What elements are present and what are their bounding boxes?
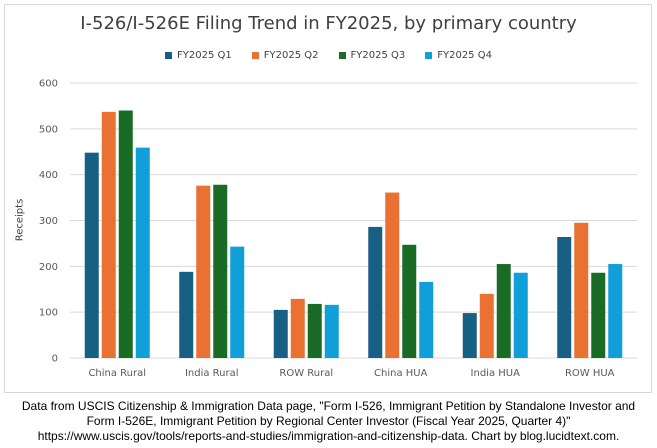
bar-row-hua-q1: [557, 237, 572, 358]
bar-china-rural-q2: [101, 111, 116, 358]
legend-label: FY2025 Q2: [263, 50, 319, 61]
y-tick-label: 400: [39, 170, 58, 181]
bar-india-rural-q3: [213, 184, 228, 358]
y-tick-label: 200: [39, 262, 58, 273]
x-tick-label: India Rural: [185, 368, 239, 379]
bar-china-rural-q3: [118, 110, 133, 358]
y-tick-label: 600: [39, 79, 58, 90]
y-tick-label: 100: [39, 308, 58, 319]
legend-label: FY2025 Q1: [177, 50, 232, 61]
bar-india-hua-q3: [496, 264, 511, 358]
x-tick-label: ROW HUA: [565, 368, 615, 379]
legend-label: FY2025 Q3: [350, 50, 406, 61]
source-line-2: Form I-526E, Immigrant Petition by Regio…: [86, 414, 571, 428]
bar-india-hua-q1: [462, 313, 477, 358]
source-line-1: Data from USCIS Citizenship & Immigratio…: [21, 399, 636, 413]
bar-india-rural-q4: [230, 246, 245, 358]
y-tick-label: 500: [39, 124, 58, 135]
y-tick-label: 300: [39, 216, 58, 227]
source-note: Data from USCIS Citizenship & Immigratio…: [0, 399, 657, 444]
legend-item: FY2025 Q2: [251, 50, 319, 61]
chart-title: I-526/I-526E Filing Trend in FY2025, by …: [80, 13, 577, 34]
bar-china-hua-q2: [385, 192, 400, 358]
legend-item: FY2025 Q4: [425, 50, 492, 61]
bar-china-hua-q3: [402, 244, 417, 358]
plot-area: 0 100 200 300 400 500 600 China Rural India Rura…: [39, 79, 637, 379]
x-tick-label: China Rural: [88, 368, 146, 379]
legend-item: FY2025 Q3: [338, 50, 406, 61]
bar-row-rural-q3: [307, 303, 322, 358]
legend-item: FY2025 Q1: [165, 50, 232, 61]
y-tick-label: 0: [52, 354, 58, 365]
bar-row-hua-q2: [574, 222, 589, 358]
bar-row-hua-q3: [591, 272, 606, 358]
bar-row-hua-q4: [608, 264, 623, 358]
bar-india-rural-q1: [179, 271, 194, 358]
bar-china-rural-q4: [135, 147, 150, 358]
bar-india-hua-q4: [513, 272, 528, 358]
chart-frame: [4, 4, 652, 393]
legend-swatch: [425, 52, 433, 59]
bar-india-rural-q2: [196, 185, 211, 358]
bar-row-rural-q1: [273, 309, 288, 358]
bar-row-rural-q4: [324, 304, 339, 358]
bar-china-hua-q4: [419, 281, 434, 358]
legend-swatch: [165, 52, 173, 59]
legend-label: FY2025 Q4: [437, 50, 492, 61]
bar-india-hua-q2: [479, 293, 494, 358]
x-tick-label: India HUA: [471, 368, 521, 379]
bar-row-rural-q2: [290, 298, 305, 358]
bar-china-hua-q1: [368, 226, 383, 358]
source-line-3: https://www.uscis.gov/tools/reports-and-…: [37, 429, 620, 443]
legend-swatch: [338, 52, 346, 59]
bar-china-rural-q1: [84, 152, 99, 358]
legend-swatch: [251, 52, 259, 59]
x-tick-label: China HUA: [374, 368, 428, 379]
x-tick-label: ROW Rural: [279, 368, 333, 379]
legend: FY2025 Q1 FY2025 Q2 FY2025 Q3 FY2025 Q4: [0, 50, 657, 61]
